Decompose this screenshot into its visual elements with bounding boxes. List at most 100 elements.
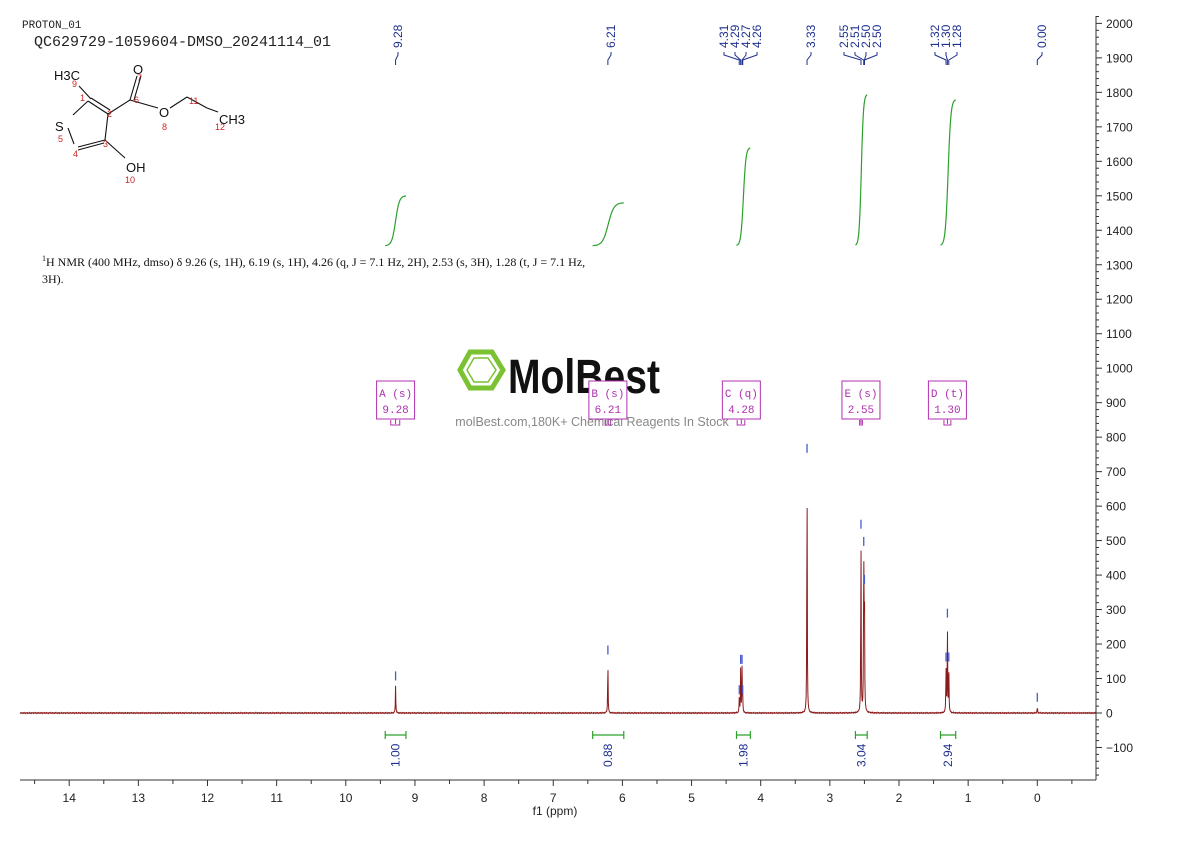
peak-label-leader [843,52,862,65]
peak-label: 6.21 [604,24,618,48]
peak-label-leader [854,52,865,65]
x-tick-label: 8 [481,791,488,805]
x-axis-title: f1 (ppm) [533,804,578,818]
multiplet-label: E (s) [844,389,877,401]
atom-number: 7 [137,73,142,83]
atom-hydroxyl: OH [126,160,146,175]
atom-number: 9 [72,79,77,89]
peak-label-leader [934,52,947,65]
peak-label: 4.26 [750,24,764,48]
integral-bracket [939,731,957,739]
atom-number: 1 [80,93,85,103]
multiplet-box [588,380,628,420]
y-tick-label: 1100 [1106,327,1132,341]
peak-label-leader [945,52,948,65]
atom-number: 11 [189,96,198,106]
integral-value: 3.04 [854,743,868,767]
bond-c9-c1 [78,85,92,100]
y-tick-label: 1500 [1106,189,1133,203]
y-tick-label: 1200 [1106,293,1133,307]
integral-curve [385,195,407,247]
peak-label-leader [723,52,740,65]
peak-label-leader [395,52,399,65]
peak-label: 1.30 [939,24,953,48]
atom-number: 5 [58,134,63,144]
x-tick-label: 1 [965,791,972,805]
peak-label-leader [863,52,878,65]
integral-curve [940,99,956,246]
y-tick-label: 100 [1106,672,1126,686]
logo-icon [457,349,506,391]
y-tick-label: 900 [1106,396,1126,410]
multiplet-range [390,420,401,426]
multiplet-range [736,420,746,426]
x-tick-label: 14 [63,791,77,805]
multiplet-box [721,380,761,420]
spectrum-line [19,507,1096,715]
bond [67,127,75,145]
y-tick-label: 1900 [1106,51,1133,65]
peak-label: 0.00 [1035,24,1049,48]
bond [77,139,106,148]
nmr-summary-text: H NMR (400 MHz, dmso) δ 9.26 (s, 1H), 6.… [42,255,586,286]
peak-label-leader [607,52,612,65]
multiplet-shift: 2.55 [848,405,874,417]
bond [133,75,142,101]
logo-wordmark: MolBest [508,351,660,404]
peak-label: 2.50 [859,24,873,48]
atom-number: 4 [73,149,78,159]
peak-label-leader [742,52,758,65]
peak-label-leader [948,52,958,65]
bond [206,107,219,113]
multiplet-box [841,380,881,420]
logo-inner-ring [466,357,497,383]
nmr-summary: 1H NMR (400 MHz, dmso) δ 9.26 (s, 1H), 6… [42,250,602,288]
multiplet-range [859,420,863,426]
integral-value: 1.00 [389,743,403,767]
bond [169,96,188,109]
peak-label: 2.55 [837,24,851,48]
integral-bracket [735,731,751,739]
y-tick-label: 800 [1106,431,1126,445]
y-tick-label: 600 [1106,500,1126,514]
y-tick-label: 1300 [1106,258,1133,272]
y-tick-label: 1000 [1106,362,1133,376]
peak-label: 1.32 [928,24,942,48]
multiplet-shift: 1.30 [934,405,960,417]
integral-curve [592,202,624,247]
bond [104,113,109,141]
bond [129,75,138,101]
x-tick-label: 6 [619,791,626,805]
x-tick-label: 0 [1034,791,1041,805]
peak-label: 3.33 [804,24,818,48]
y-tick-label: 1800 [1106,86,1133,100]
x-tick-label: 9 [412,791,419,805]
integral-bracket [384,731,407,739]
atom-number: 8 [162,122,167,132]
atom-number: 10 [125,175,135,185]
y-tick-label: 2000 [1106,17,1133,31]
y-tick-label: 300 [1106,603,1126,617]
x-tick-label: 7 [550,791,557,805]
x-tick-label: 2 [896,791,903,805]
integral-curve [736,147,751,246]
integral-curves [385,94,956,247]
bond [87,100,109,115]
watermark-tagline: molBest.com,180K+ Chemical Reagents In S… [455,415,729,429]
atom-number: 12 [215,122,225,132]
peak-label: 4.29 [728,24,742,48]
bond [104,139,126,159]
y-tick-label: 700 [1106,465,1126,479]
integral-value: 1.98 [736,743,750,767]
peak-label: 2.50 [870,24,884,48]
integral-bracket [854,731,868,739]
integral-value: 0.88 [601,743,615,767]
multiplet-label: A (s) [379,389,412,401]
nmr-summary-sup: 1 [42,254,46,263]
atom-number: 2 [107,109,112,119]
axes: 14 13 12 11 10 9 8 7 6 5 4 3 2 1 0f1 (ppm)200019001800… [20,16,1133,818]
multiplet-label: D (t) [931,389,964,401]
bond [72,100,89,116]
